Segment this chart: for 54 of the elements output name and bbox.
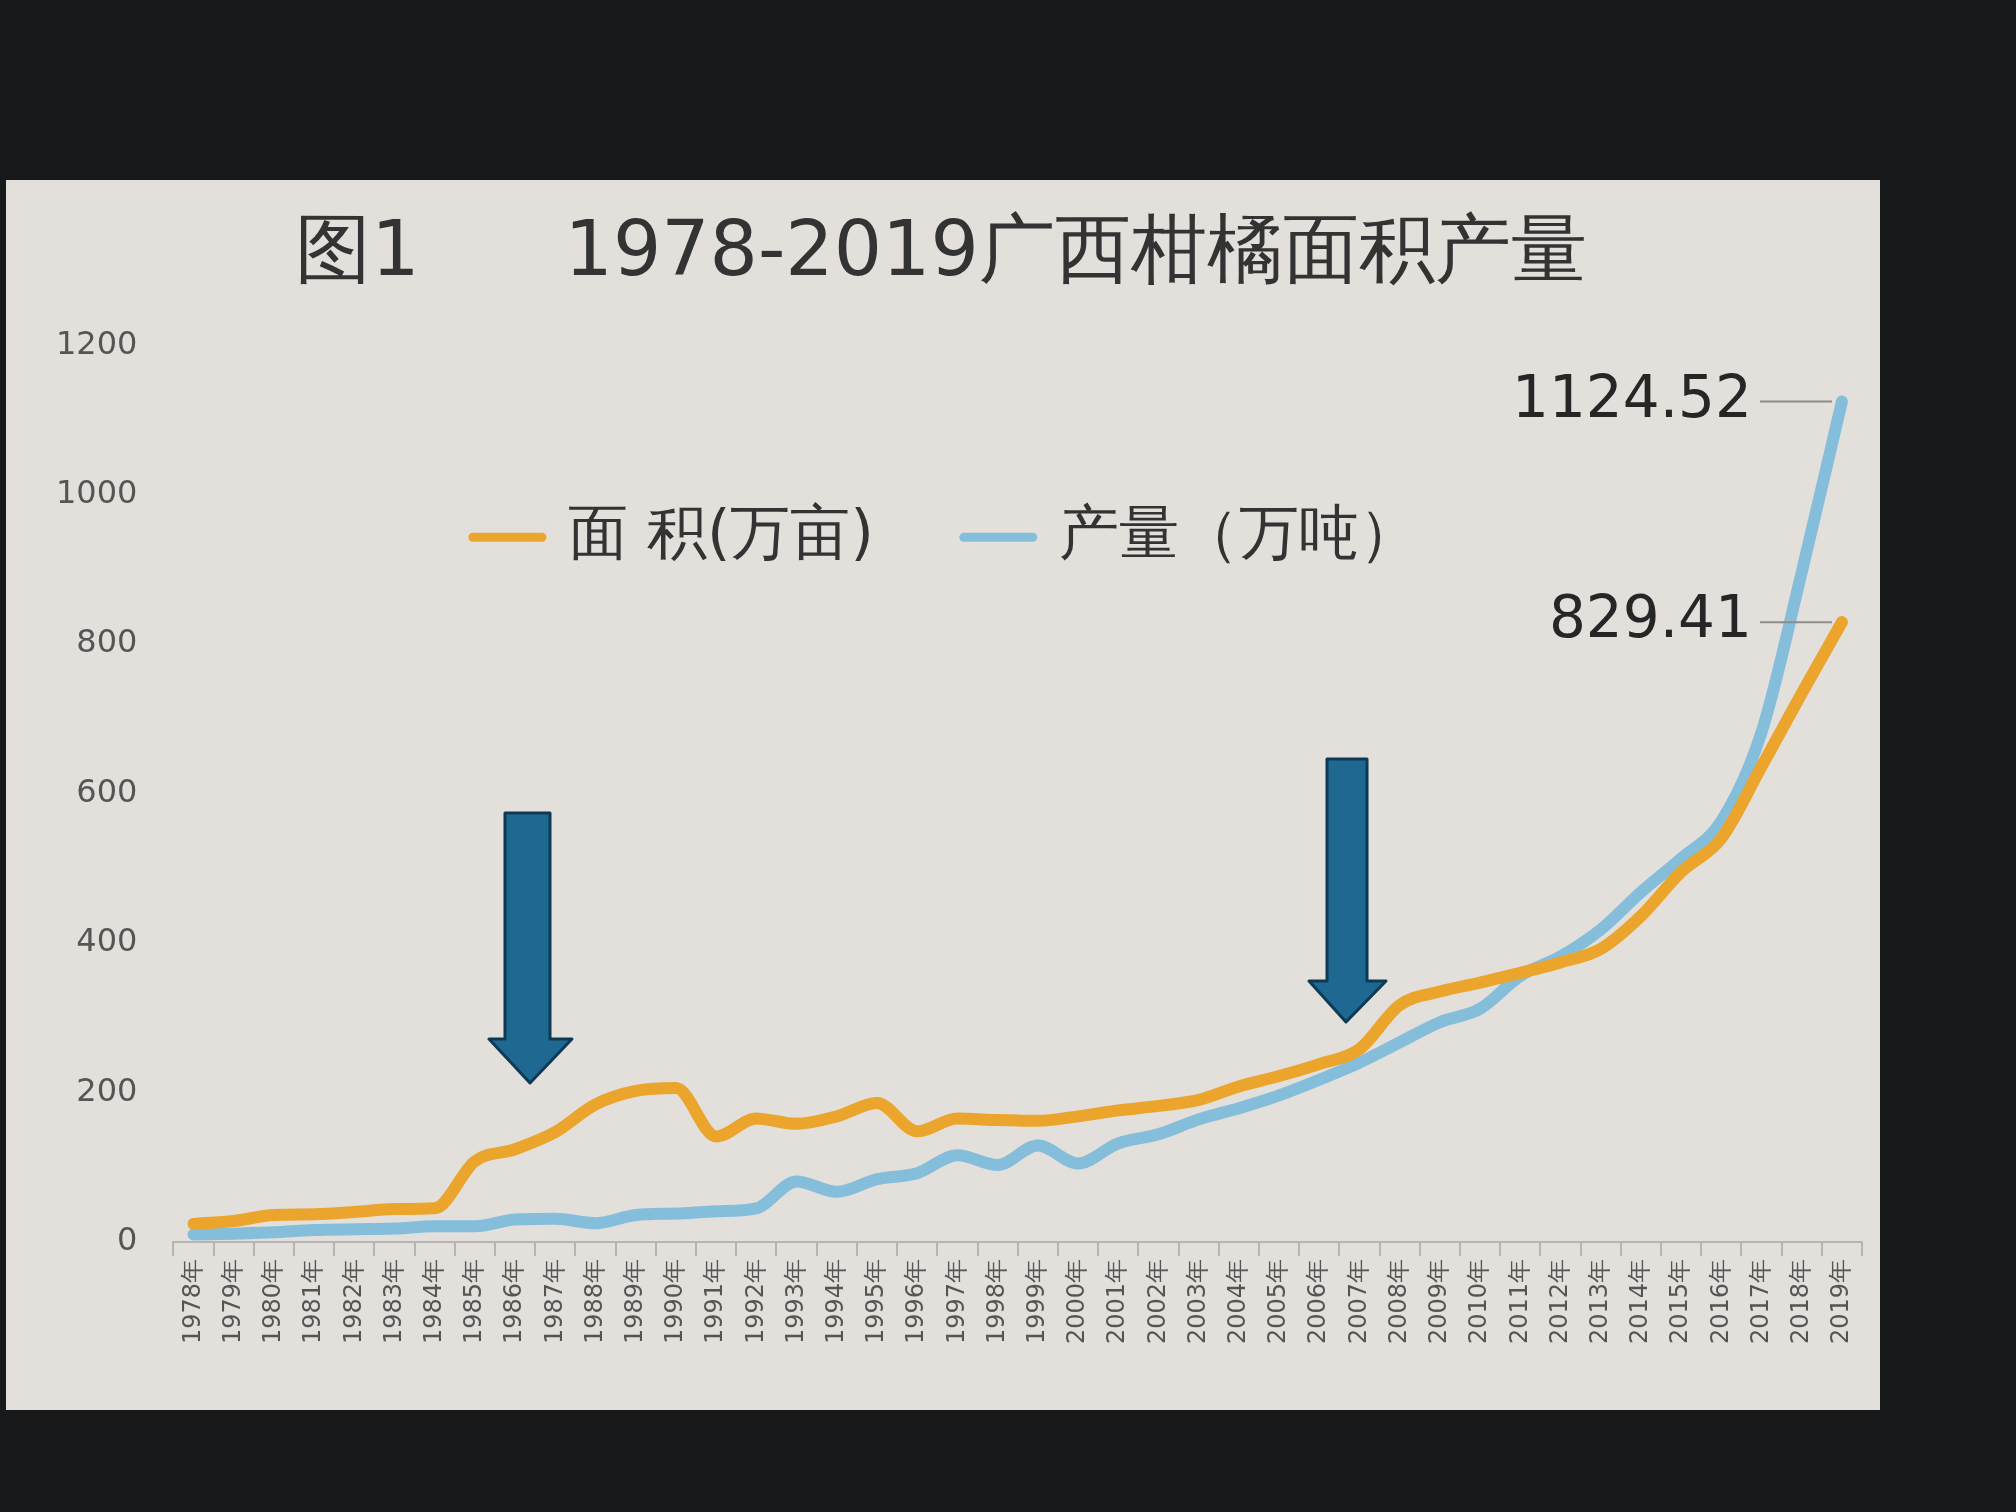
- x-tick-label: 2001年: [1102, 1258, 1131, 1344]
- x-tick-label: 1997年: [941, 1258, 970, 1344]
- data-label: 829.41: [1548, 583, 1752, 652]
- x-tick-label: 1992年: [740, 1258, 769, 1344]
- x-tick-label: 1980年: [258, 1258, 287, 1344]
- x-tick-label: 2000年: [1062, 1258, 1091, 1344]
- x-tick-label: 1988年: [579, 1258, 608, 1344]
- x-tick-label: 1990年: [660, 1258, 689, 1344]
- x-tick-label: 1981年: [298, 1258, 327, 1344]
- x-tick-label: 1984年: [419, 1258, 447, 1344]
- x-tick-label: 2002年: [1142, 1258, 1171, 1344]
- x-tick-label: 2018年: [1785, 1258, 1814, 1344]
- x-tick-label: 2009年: [1424, 1258, 1453, 1344]
- x-tick-label: 1994年: [821, 1258, 850, 1344]
- x-tick-label: 2019年: [1826, 1258, 1855, 1344]
- x-tick-label: 1983年: [378, 1258, 407, 1344]
- x-tick-label: 1996年: [901, 1258, 930, 1344]
- legend-label: 产量（万吨）: [1058, 496, 1419, 567]
- x-tick-label: 1991年: [700, 1258, 729, 1344]
- x-tick-label: 1978年: [177, 1258, 206, 1344]
- x-tick-label: 1982年: [338, 1258, 367, 1344]
- chart-title: 图1 1978-2019广西柑橘面积产量: [295, 204, 1587, 294]
- x-tick-label: 2008年: [1383, 1258, 1412, 1344]
- y-tick-label: 0: [117, 1220, 138, 1259]
- y-tick-label: 600: [76, 771, 138, 810]
- x-tick-label: 2010年: [1464, 1258, 1493, 1344]
- x-tick-label: 2016年: [1705, 1258, 1734, 1344]
- x-tick-label: 2012年: [1544, 1258, 1573, 1344]
- x-tick-label: 2007年: [1343, 1258, 1372, 1344]
- x-tick-label: 2015年: [1665, 1258, 1694, 1344]
- legend-label: 面 积(万亩): [567, 496, 874, 567]
- x-tick-label: 2013年: [1584, 1258, 1613, 1344]
- x-tick-label: 2005年: [1263, 1258, 1292, 1344]
- x-tick-label: 1993年: [780, 1258, 809, 1344]
- y-tick-label: 200: [76, 1070, 138, 1109]
- y-tick-label: 400: [76, 921, 138, 960]
- x-tick-label: 2004年: [1223, 1258, 1252, 1344]
- x-tick-label: 1987年: [539, 1258, 568, 1344]
- x-tick-label: 2011年: [1504, 1258, 1533, 1344]
- data-label: 1124.52: [1512, 362, 1752, 431]
- x-tick-label: 2014年: [1625, 1258, 1654, 1344]
- y-tick-label: 800: [76, 622, 138, 661]
- x-tick-label: 1995年: [861, 1258, 890, 1344]
- x-tick-label: 2003年: [1182, 1258, 1211, 1344]
- x-tick-label: 2017年: [1745, 1258, 1774, 1344]
- x-tick-label: 1986年: [499, 1258, 528, 1344]
- y-tick-label: 1000: [56, 472, 138, 511]
- x-tick-label: 1999年: [1022, 1258, 1051, 1344]
- x-tick-label: 2006年: [1303, 1258, 1332, 1344]
- x-tick-label: 1979年: [217, 1258, 246, 1344]
- y-tick-label: 1200: [56, 323, 138, 362]
- x-tick-label: 1998年: [981, 1258, 1010, 1344]
- x-tick-label: 1989年: [620, 1258, 649, 1344]
- x-tick-label: 1985年: [459, 1258, 488, 1344]
